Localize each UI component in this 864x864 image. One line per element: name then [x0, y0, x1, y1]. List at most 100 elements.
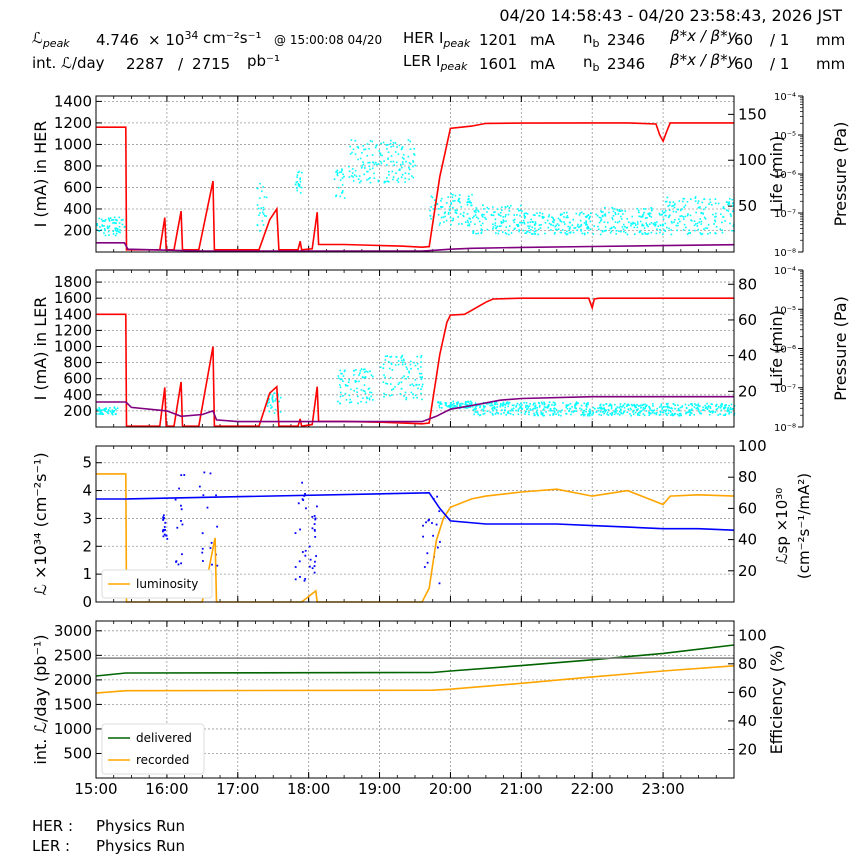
y-tick-label: 1200	[54, 321, 92, 339]
pressure-point	[510, 232, 513, 234]
pressure-point	[445, 402, 448, 404]
pressure-point	[642, 213, 645, 216]
pressure-point	[521, 210, 523, 212]
pressure-point	[667, 216, 670, 219]
pressure-point	[494, 403, 496, 406]
pressure-point	[613, 413, 616, 416]
pressure-point	[487, 402, 489, 405]
pressure-point	[600, 406, 603, 409]
pressure-point	[340, 372, 342, 375]
pressure-point	[471, 405, 474, 408]
pressure-point	[385, 144, 388, 146]
pressure-point	[653, 223, 655, 226]
pressure-point	[714, 198, 717, 200]
pressure-point	[371, 154, 374, 156]
pressure-point	[356, 391, 359, 394]
pressure-point	[116, 407, 119, 409]
pressure-point	[518, 404, 521, 406]
ler-beta-y: / 1	[770, 55, 790, 73]
pressure-point	[679, 412, 682, 415]
pressure-point	[369, 181, 372, 184]
pressure-point	[474, 409, 476, 411]
pressure-point	[408, 168, 411, 171]
y2-axis-label: Efficiency (%)	[767, 645, 786, 755]
pressure-point	[622, 411, 625, 414]
pressure-point	[341, 191, 344, 194]
pressure-point	[543, 403, 546, 406]
y-tick-label: 5	[82, 454, 92, 472]
pressure-point	[553, 404, 556, 407]
pressure-point	[377, 163, 380, 165]
pressure-point	[582, 212, 585, 215]
pressure-point	[494, 407, 496, 409]
pressure-point	[494, 211, 496, 213]
pressure-point	[670, 414, 672, 416]
pressure-point	[300, 186, 303, 189]
pressure-point	[474, 406, 477, 408]
pressure-point	[381, 154, 383, 157]
pressure-tick-label: 10⁻⁸	[774, 248, 796, 259]
pressure-point	[353, 369, 356, 372]
pressure-point	[633, 404, 636, 406]
pressure-point	[401, 376, 404, 379]
pressure-point	[482, 404, 485, 407]
specific-luminosity-point	[162, 535, 165, 538]
pressure-point	[639, 230, 642, 233]
pressure-point	[727, 203, 729, 206]
pressure-point	[341, 372, 343, 375]
y-axis-label: ℒ ×10³⁴ (cm⁻²s⁻¹)	[31, 452, 50, 595]
pressure-point	[672, 403, 675, 405]
pressure-point	[566, 233, 569, 235]
pressure-point	[547, 404, 550, 406]
pressure-point	[655, 232, 658, 235]
pressure-point	[500, 403, 502, 405]
pressure-point	[492, 214, 495, 217]
specific-luminosity-point	[163, 533, 166, 536]
pressure-point	[402, 153, 405, 156]
pressure-point	[689, 198, 692, 200]
pressure-point	[421, 376, 424, 378]
pressure-point	[339, 384, 341, 386]
pressure-point	[506, 205, 509, 208]
pressure-point	[256, 187, 259, 190]
pressure-point	[470, 201, 473, 204]
pressure-point	[103, 228, 106, 230]
pressure-point	[689, 412, 692, 414]
pressure-point	[681, 215, 683, 217]
pressure-point	[722, 215, 724, 218]
pressure-point	[452, 400, 455, 403]
pressure-point	[646, 233, 649, 235]
pressure-point	[666, 226, 668, 229]
pressure-point	[597, 225, 599, 228]
pressure-point	[638, 414, 641, 417]
pressure-point	[727, 210, 730, 212]
pressure-point	[712, 410, 715, 413]
pressure-point	[645, 222, 648, 225]
pressure-point	[497, 412, 499, 414]
pressure-point	[528, 231, 531, 234]
pressure-point	[430, 206, 432, 208]
pressure-point	[394, 364, 397, 366]
pressure-point	[712, 213, 714, 216]
specific-luminosity-point	[431, 522, 433, 524]
specific-luminosity-point	[436, 495, 439, 498]
pressure-point	[98, 407, 101, 409]
pressure-point	[568, 409, 571, 412]
pressure-point	[473, 408, 476, 410]
pressure-point	[699, 206, 701, 208]
pressure-point	[555, 408, 558, 411]
pressure-point	[730, 403, 733, 406]
pressure-point	[104, 408, 107, 411]
pressure-point	[536, 406, 538, 409]
pressure-point	[478, 220, 481, 223]
pressure-point	[589, 411, 591, 414]
pressure-point	[554, 225, 557, 228]
pressure-point	[551, 216, 553, 218]
y-tick-label: 3000	[54, 622, 92, 640]
pressure-point	[666, 405, 669, 407]
pressure-point	[407, 139, 410, 141]
pressure-point	[663, 406, 665, 408]
pressure-point	[273, 392, 276, 395]
pressure-point	[355, 380, 358, 383]
pressure-point	[405, 366, 408, 369]
